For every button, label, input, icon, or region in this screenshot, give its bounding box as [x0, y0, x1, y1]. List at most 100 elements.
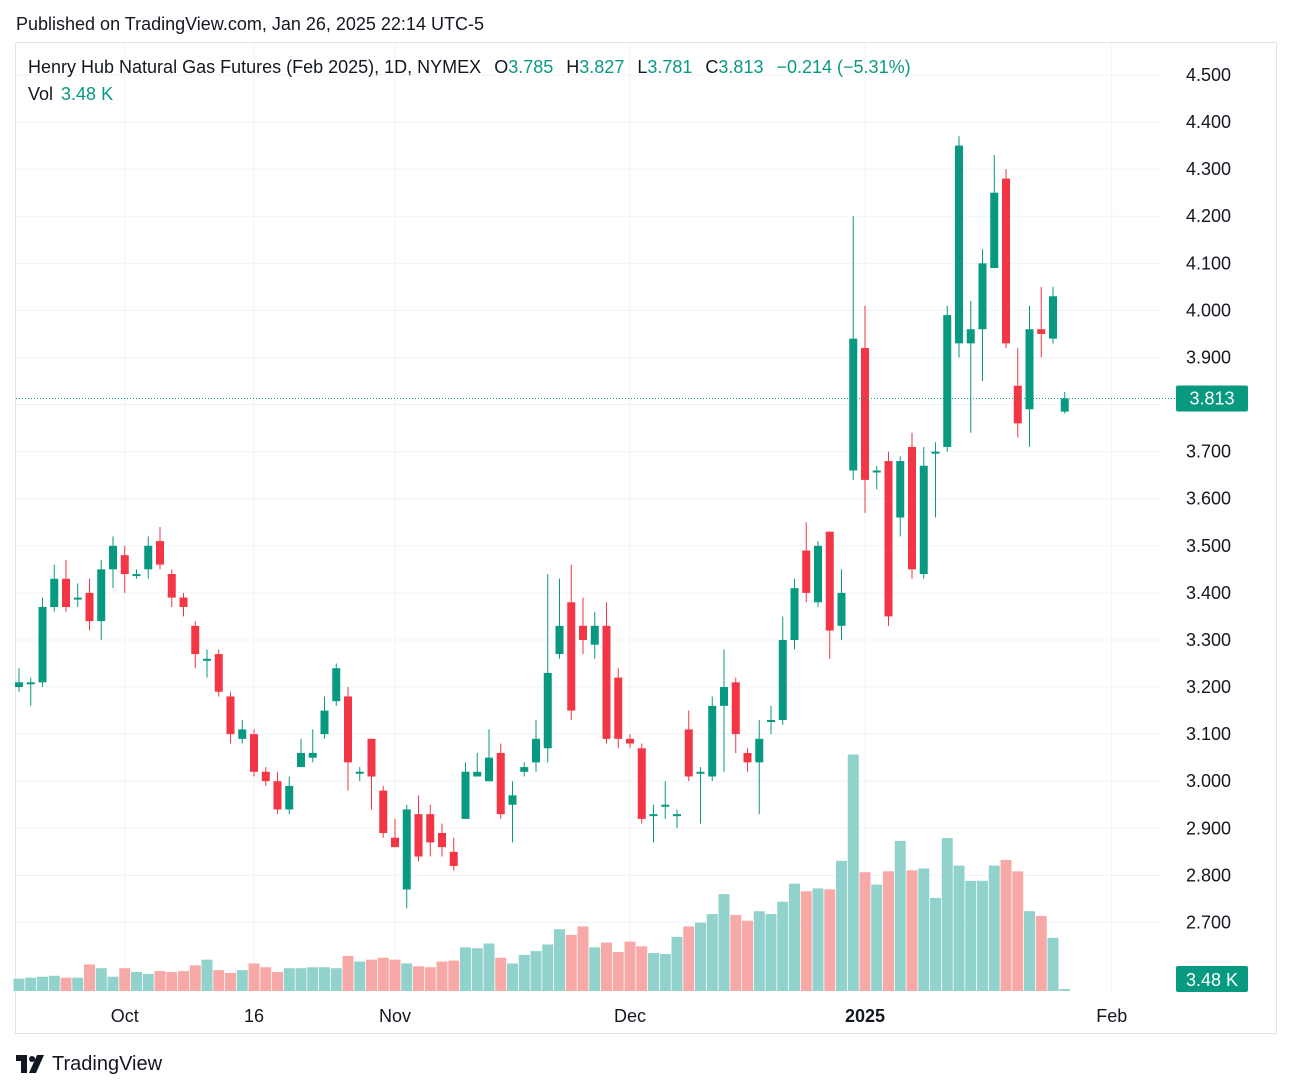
candle-body [62, 578, 70, 608]
candle-body [15, 682, 23, 688]
candle-body [132, 574, 141, 577]
volume-bar [142, 973, 154, 991]
volume-bar [413, 966, 424, 991]
price-tick-label: 4.200 [1186, 206, 1231, 226]
price-axis: 2.700 2.800 2.900 3.000 3.100 3.200 3.300 3.400… [1186, 65, 1231, 932]
volume-bar [84, 964, 95, 991]
footer-brand[interactable]: TradingView [16, 1050, 162, 1078]
volume-bar [366, 959, 377, 991]
volume-bar [60, 977, 72, 991]
volume-bar [765, 914, 777, 991]
grid-lines [16, 43, 1160, 991]
candle-body [825, 531, 834, 631]
price-tick-label: 3.000 [1186, 771, 1231, 791]
volume-bar [25, 977, 37, 991]
volume-bar [836, 860, 847, 991]
candle-body [861, 348, 869, 480]
volume-bar [107, 976, 119, 991]
candle-body [297, 752, 305, 768]
volume-bar [601, 942, 612, 991]
volume-label: Vol [28, 84, 54, 104]
candle-body [908, 446, 916, 570]
volume-bar [977, 880, 988, 991]
candle-body [332, 668, 341, 702]
candle-body [543, 672, 552, 749]
chart-frame [15, 42, 1277, 1034]
candle-body [814, 545, 822, 603]
candle-body [1060, 398, 1069, 412]
volume-bar [730, 915, 742, 991]
candle-body [261, 771, 270, 782]
volume-bar [542, 944, 554, 991]
candle-body [320, 710, 329, 735]
candle-body [849, 338, 858, 471]
volume-bar [918, 868, 930, 991]
candle-body [50, 578, 59, 608]
open-label: O [494, 57, 509, 77]
price-tick-label: 3.700 [1186, 442, 1231, 462]
candle-body [1013, 385, 1022, 424]
candles [15, 136, 1069, 909]
volume-bar [460, 947, 471, 991]
candle-body [708, 705, 717, 777]
candle-body [485, 757, 493, 782]
candle-body [26, 682, 35, 685]
candle-body [966, 329, 975, 344]
candle-body [179, 597, 188, 608]
price-tick-label: 4.000 [1186, 300, 1231, 320]
volume-bar [48, 975, 60, 991]
volume-bar [941, 838, 953, 991]
candle-body [931, 451, 940, 454]
price-tick-label: 3.900 [1186, 347, 1231, 367]
candle-body [156, 541, 164, 565]
last-price-badge [1176, 385, 1248, 412]
volume-bar [319, 967, 330, 991]
price-tick-label: 3.300 [1186, 630, 1231, 650]
volume-bar [483, 943, 495, 991]
candle-body [579, 625, 587, 640]
volume-bar [166, 972, 178, 991]
candle-body [379, 790, 388, 833]
volume-bar [871, 884, 883, 991]
volume-legend: Vol 3.48 K [28, 84, 113, 105]
volume-bar [683, 926, 695, 991]
candle-body [626, 738, 634, 744]
volume-bar [424, 967, 436, 991]
candle-body [144, 545, 153, 570]
candle-body [355, 771, 364, 774]
volume-bar [777, 901, 789, 991]
candle-body [696, 771, 705, 774]
volume-bar [753, 911, 765, 991]
candle-body [391, 837, 399, 848]
volume-bar [930, 897, 941, 991]
volume-bar [812, 888, 824, 991]
candle-body [250, 734, 258, 772]
candle-body [273, 781, 282, 810]
volume-bar [589, 947, 601, 991]
volume-bar [906, 870, 918, 991]
volume-bar [119, 968, 131, 991]
published-caption: Published on TradingView.com, Jan 26, 20… [16, 14, 484, 34]
candle-body [473, 771, 482, 777]
open-value: 3.785 [508, 57, 554, 77]
volume-bar [307, 967, 319, 991]
volume-bar [800, 891, 812, 991]
volume-bar [530, 951, 542, 991]
volume-bar [789, 883, 800, 991]
candle-body [73, 597, 82, 600]
candle-body [203, 658, 211, 661]
candle-body [308, 752, 317, 758]
volume-bar [154, 971, 166, 991]
candle-body [590, 625, 599, 645]
last-volume-badge-label: 3.48 K [1186, 970, 1238, 990]
price-tick-label: 3.100 [1186, 724, 1231, 744]
volume-bar [1012, 871, 1024, 991]
volume-bar [389, 959, 401, 991]
volume-bar [612, 952, 624, 991]
volume-bar [577, 926, 589, 991]
high-label: H [566, 57, 580, 77]
candle-body [38, 607, 47, 683]
candle-body [955, 145, 963, 344]
candle-body [919, 465, 928, 575]
